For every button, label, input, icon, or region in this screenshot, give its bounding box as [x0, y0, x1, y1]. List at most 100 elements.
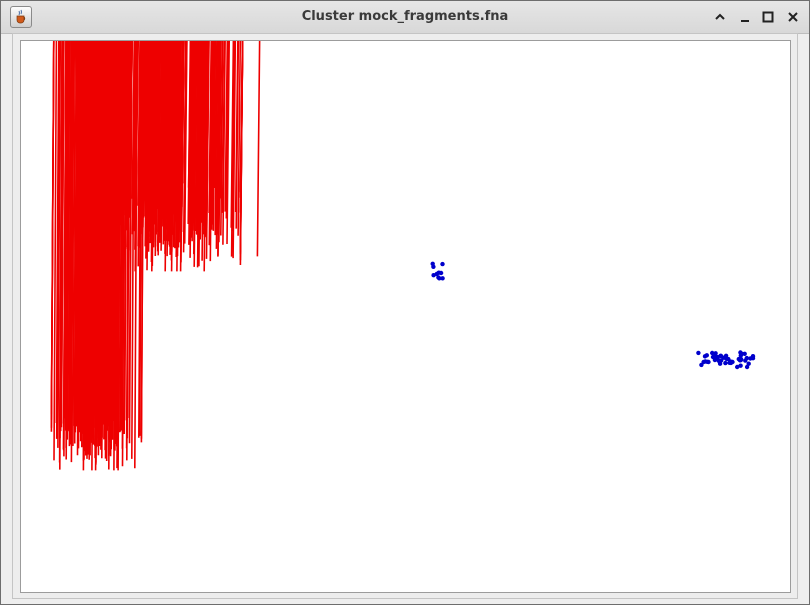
x-marker-point	[171, 41, 176, 235]
x-marker-point	[137, 41, 142, 247]
collapse-icon[interactable]	[712, 9, 728, 25]
triangle-down-point	[433, 41, 436, 177]
x-marker-point	[234, 41, 239, 213]
triangle-down-point	[410, 41, 413, 146]
triangle-down-point	[465, 41, 468, 103]
triangle-down-point	[437, 41, 440, 125]
minimize-icon[interactable]	[737, 9, 753, 25]
x-marker-point	[104, 41, 109, 328]
maximize-icon[interactable]	[760, 9, 776, 25]
triangle-down-point	[483, 41, 485, 90]
triangle-down-point	[432, 41, 435, 114]
dot-point	[750, 356, 756, 361]
dot-point	[438, 270, 444, 276]
series-triangle-down	[385, 41, 489, 245]
triangle-down-point	[429, 41, 432, 130]
triangle-down-point	[468, 41, 472, 191]
triangle-down-point	[458, 41, 462, 161]
triangle-down-point	[422, 41, 425, 152]
triangle-down-point	[409, 41, 412, 135]
triangle-down-point	[422, 41, 425, 99]
triangle-down-point	[455, 41, 458, 88]
triangle-down-point	[435, 41, 438, 217]
x-marker-point	[172, 41, 177, 209]
triangle-down-point	[431, 41, 434, 188]
triangle-down-point	[462, 41, 465, 95]
triangle-down-point	[405, 41, 408, 103]
dot-point	[699, 362, 704, 368]
triangle-down-point	[416, 41, 420, 172]
triangle-down-point	[473, 41, 476, 100]
triangle-down-point	[440, 41, 443, 65]
scatter-plot-panel[interactable]	[20, 40, 791, 593]
triangle-down-point	[415, 41, 418, 140]
triangle-down-point	[451, 41, 454, 100]
triangle-down-point	[450, 41, 453, 120]
x-marker-point	[96, 41, 101, 447]
triangle-down-point	[438, 41, 441, 100]
triangle-down-point	[397, 41, 400, 96]
triangle-down-point	[428, 41, 431, 136]
java-cup-icon[interactable]	[10, 6, 32, 28]
triangle-down-point	[385, 41, 388, 69]
triangle-down-point	[439, 41, 441, 75]
triangle-down-point	[467, 41, 470, 99]
triangle-down-point	[423, 41, 426, 91]
triangle-down-point	[457, 41, 460, 109]
triangle-down-point	[440, 41, 444, 231]
dot-point	[744, 364, 750, 370]
x-marker-point	[73, 41, 78, 426]
triangle-down-point	[431, 41, 434, 102]
x-marker-point	[60, 41, 65, 424]
x-marker-point	[193, 41, 198, 220]
triangle-down-point	[452, 41, 455, 187]
triangle-down-point	[440, 41, 443, 186]
triangle-down-point	[458, 41, 461, 99]
x-marker-point	[231, 41, 236, 232]
x-marker-point	[111, 41, 116, 438]
dot-point	[704, 353, 709, 358]
triangle-down-point	[454, 41, 457, 90]
triangle-down-point	[428, 41, 431, 81]
triangle-down-point	[439, 41, 442, 104]
triangle-down-point	[460, 41, 463, 121]
triangle-down-point	[444, 41, 448, 141]
triangle-down-point	[431, 41, 435, 192]
x-marker-point	[146, 41, 151, 226]
triangle-down-point	[436, 41, 439, 86]
triangle-down-point	[464, 41, 467, 144]
triangle-down-point	[479, 41, 482, 110]
triangle-down-point	[419, 41, 422, 134]
triangle-down-point	[444, 41, 447, 157]
triangle-down-point	[452, 41, 455, 113]
triangle-down-point	[428, 41, 432, 158]
x-marker-point	[159, 41, 164, 236]
triangle-down-point	[436, 41, 439, 232]
triangle-down-point	[412, 41, 415, 83]
triangle-down-point	[414, 41, 417, 103]
triangle-down-point	[409, 41, 413, 156]
x-marker-point	[208, 41, 213, 246]
x-marker-point	[179, 41, 183, 243]
triangle-down-point	[428, 41, 432, 156]
triangle-down-point	[456, 41, 459, 153]
triangle-down-point	[434, 41, 437, 218]
triangle-down-point	[419, 41, 422, 109]
triangle-down-point	[431, 41, 434, 119]
triangle-down-point	[460, 41, 463, 84]
triangle-down-point	[461, 41, 464, 155]
triangle-down-point	[432, 41, 436, 173]
x-marker-point	[225, 41, 230, 219]
x-marker-point	[210, 41, 215, 230]
close-icon[interactable]	[785, 9, 801, 25]
dot-point	[727, 360, 733, 365]
title-bar[interactable]: Cluster mock_fragments.fna	[1, 1, 809, 34]
triangle-down-point	[426, 41, 429, 214]
triangle-down-point	[451, 41, 453, 74]
triangle-down-point	[461, 41, 463, 82]
triangle-down-point	[472, 41, 475, 108]
triangle-down-point	[400, 41, 403, 73]
triangle-down-point	[469, 41, 472, 89]
triangle-down-point	[440, 41, 444, 158]
x-marker-point	[160, 41, 165, 251]
